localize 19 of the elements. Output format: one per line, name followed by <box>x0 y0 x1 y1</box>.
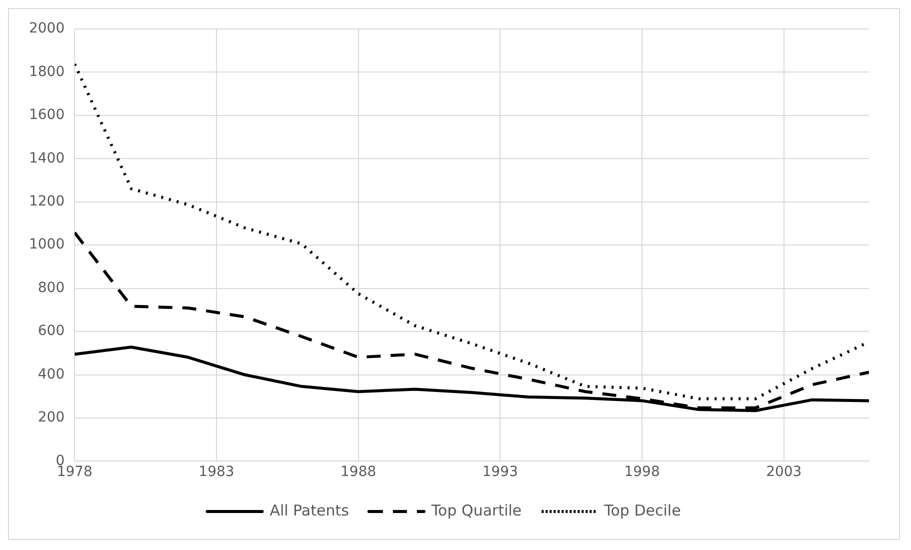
x-tick-label: 1998 <box>624 464 660 480</box>
y-tick-label: 200 <box>38 410 65 426</box>
y-tick-label: 400 <box>38 366 65 382</box>
legend-label: All Patents <box>270 501 350 520</box>
y-tick-label: 2000 <box>28 20 65 37</box>
x-tick-label: 1993 <box>482 464 518 480</box>
y-tick-label: 800 <box>38 280 65 296</box>
y-tick-label: 1800 <box>28 64 65 80</box>
y-tick-label: 1200 <box>28 194 65 210</box>
legend-label: Top Decile <box>603 501 681 520</box>
y-tick-label: 600 <box>38 323 65 340</box>
x-tick-label: 1988 <box>340 464 376 480</box>
x-tick-label: 1983 <box>198 464 234 480</box>
y-tick-label: 1400 <box>28 150 65 166</box>
x-tick-label: 2003 <box>766 464 802 480</box>
legend-label: Top Quartile <box>430 501 522 520</box>
y-tick-label: 1000 <box>28 236 65 253</box>
line-series <box>74 231 869 410</box>
y-tick-label: 1600 <box>28 107 65 124</box>
